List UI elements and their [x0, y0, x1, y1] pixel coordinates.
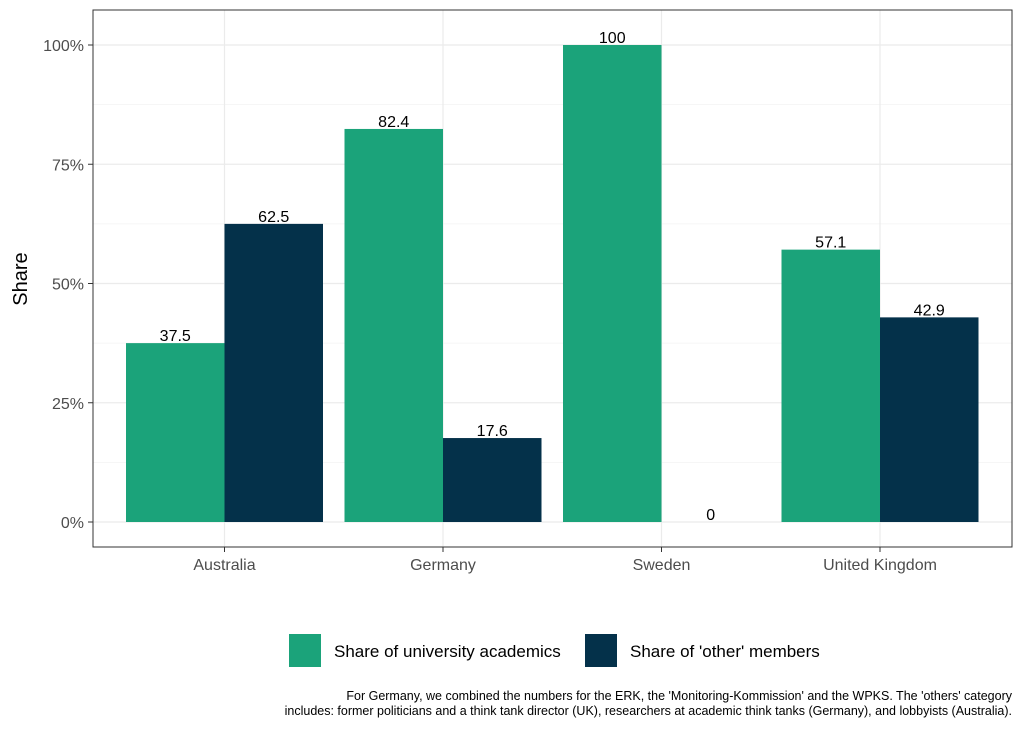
bar-data-label: 62.5: [258, 209, 289, 226]
legend: Share of university academics Share of 'o…: [289, 634, 820, 667]
bar-data-label: 37.5: [160, 328, 191, 345]
legend-label: Share of university academics: [334, 642, 561, 661]
x-tick-label: United Kingdom: [823, 557, 937, 574]
bars: [126, 45, 979, 522]
bar-academics-australia: [126, 343, 225, 522]
bar-other-australia: [224, 223, 323, 522]
caption-line: includes: former politicians and a think…: [285, 704, 1012, 718]
bar-data-label: 0: [706, 507, 715, 524]
y-tick-label: 25%: [52, 396, 84, 413]
x-tick-label: Germany: [410, 557, 476, 574]
legend-key: [289, 634, 321, 667]
bar-other-united-kingdom: [880, 317, 979, 522]
bar-academics-sweden: [563, 45, 662, 522]
bar-data-label: 17.6: [477, 423, 508, 440]
y-axis-title: Share: [10, 252, 32, 305]
bar-data-label: 100: [599, 30, 626, 47]
legend-key: [585, 634, 617, 667]
bar-data-label: 57.1: [815, 235, 846, 252]
y-tick-label: 100%: [43, 38, 84, 55]
x-tick-label: Sweden: [633, 557, 691, 574]
caption-line: For Germany, we combined the numbers for…: [346, 689, 1012, 703]
caption: For Germany, we combined the numbers for…: [285, 689, 1013, 718]
x-axis: Australia Germany Sweden United Kingdom: [193, 547, 937, 574]
y-tick-label: 75%: [52, 157, 84, 174]
bar-data-labels: 37.5 82.4 100 57.1 62.5 17.6 0 42.9: [160, 30, 945, 524]
y-axis: 0% 25% 50% 75% 100%: [43, 38, 93, 532]
x-tick-label: Australia: [193, 557, 255, 574]
bar-academics-germany: [344, 128, 443, 522]
y-tick-label: 0%: [61, 515, 84, 532]
legend-label: Share of 'other' members: [630, 642, 820, 661]
bar-data-label: 82.4: [378, 114, 409, 131]
y-tick-label: 50%: [52, 277, 84, 294]
bar-data-label: 42.9: [914, 302, 945, 319]
bar-academics-united-kingdom: [781, 249, 880, 522]
panel-border: [92, 9, 1013, 548]
bar-other-germany: [443, 438, 542, 522]
